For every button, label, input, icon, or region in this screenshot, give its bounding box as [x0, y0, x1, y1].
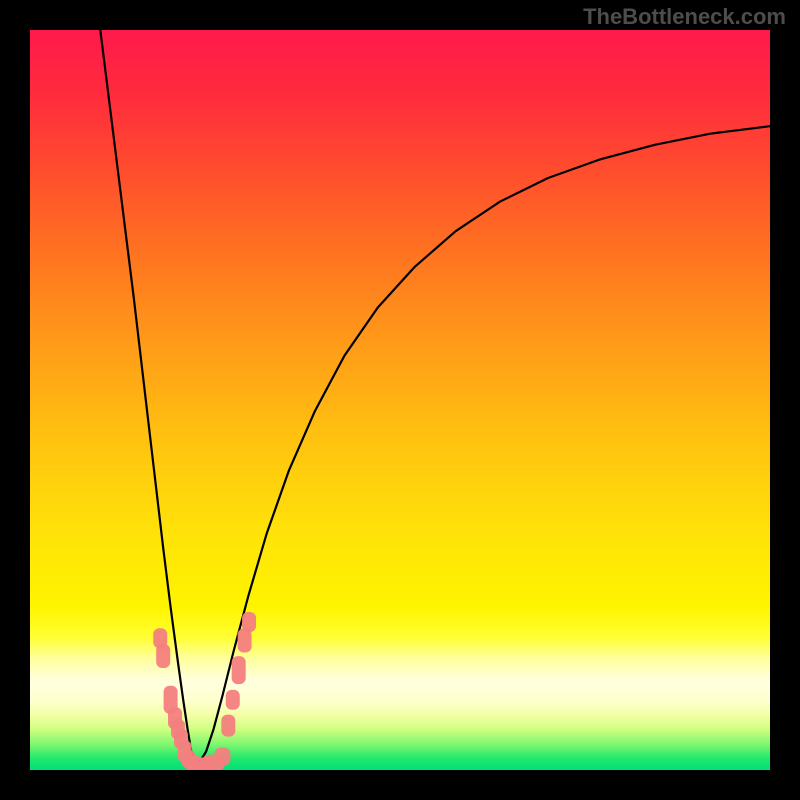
chart-overlay-svg [30, 30, 770, 770]
curve-marker [238, 629, 252, 653]
curve-markers [153, 612, 256, 770]
curve-marker [214, 748, 230, 766]
bottleneck-curve [100, 30, 770, 763]
curve-marker [242, 612, 256, 632]
plot-area [30, 30, 770, 770]
curve-marker [156, 644, 170, 668]
curve-marker [221, 715, 235, 737]
chart-stage: TheBottleneck.com [0, 0, 800, 800]
curve-marker [232, 656, 246, 684]
curve-marker [226, 690, 240, 710]
attribution-label: TheBottleneck.com [583, 4, 786, 30]
